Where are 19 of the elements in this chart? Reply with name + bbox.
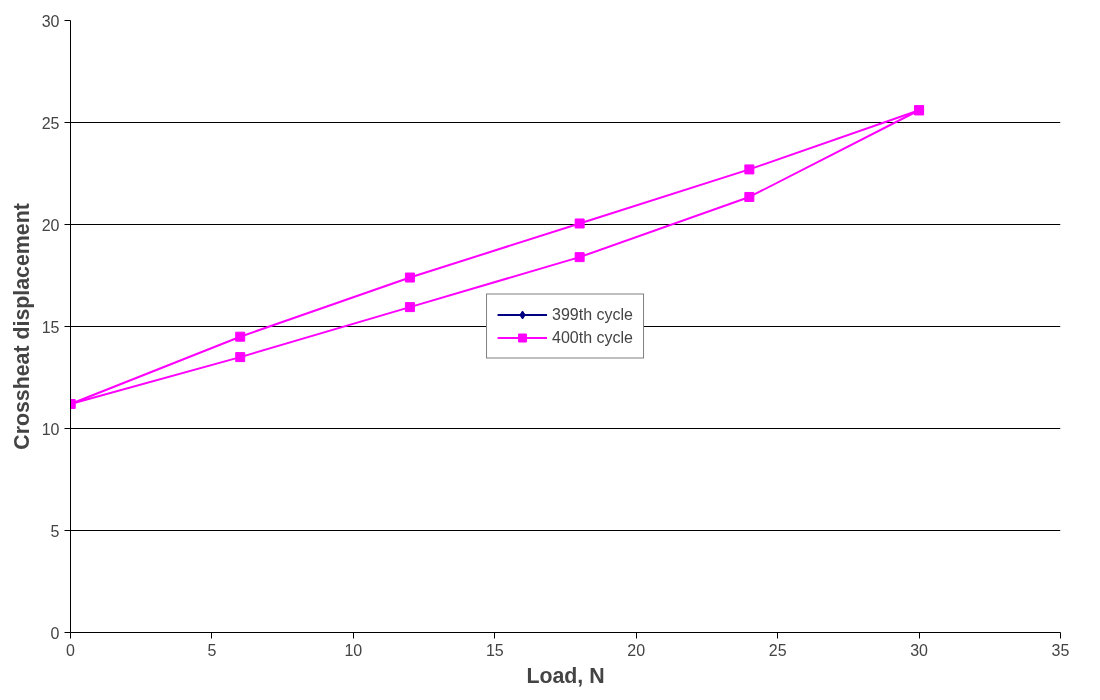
x-tick-label: 10 xyxy=(344,641,363,659)
x-tick-label: 20 xyxy=(627,641,646,659)
y-tick-label: 20 xyxy=(41,216,60,234)
x-tick-label: 0 xyxy=(66,641,76,659)
legend-label: 400th cycle xyxy=(552,328,633,347)
x-tick-label: 35 xyxy=(1051,641,1070,659)
y-tick-label: 0 xyxy=(50,624,60,642)
x-tick-label: 15 xyxy=(485,641,504,659)
y-tick-label: 30 xyxy=(41,12,60,30)
x-tick-label: 30 xyxy=(910,641,929,659)
y-axis-title: Crossheat displacement xyxy=(9,203,34,450)
y-tick-label: 5 xyxy=(50,522,60,540)
x-tick-label: 5 xyxy=(207,641,217,659)
y-tick-label: 10 xyxy=(41,420,60,438)
x-tick-label: 25 xyxy=(768,641,787,659)
x-axis-title: Load, N xyxy=(526,663,605,688)
y-tick-label: 15 xyxy=(41,318,60,336)
y-tick-label: 25 xyxy=(41,114,60,132)
legend-label: 399th cycle xyxy=(552,305,633,324)
